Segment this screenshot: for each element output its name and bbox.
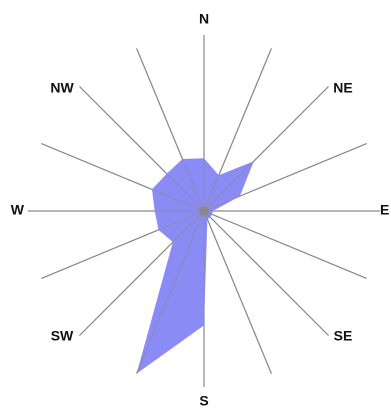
spoke-overlay-wsw <box>41 210 205 279</box>
spoke-overlay-sse <box>203 210 272 374</box>
spoke-overlay-ene <box>203 143 367 212</box>
spoke-overlay-nw <box>79 86 205 212</box>
spoke-overlay-nne <box>203 48 272 212</box>
direction-label-sw: SW <box>51 328 74 344</box>
spoke-overlay-ese <box>203 210 367 279</box>
spoke-overlay-sw <box>79 210 205 336</box>
series-area-0 <box>136 158 254 374</box>
direction-label-se: SE <box>334 328 353 344</box>
spoke-overlay-ne <box>203 86 329 212</box>
direction-label-n: N <box>199 11 209 27</box>
direction-label-ne: NE <box>333 80 352 96</box>
spoke-overlay-se <box>203 210 329 336</box>
center-hub <box>199 206 209 216</box>
spoke-overlay-wnw <box>41 143 205 212</box>
direction-label-s: S <box>199 393 208 409</box>
direction-label-e: E <box>380 202 389 218</box>
spoke-overlay-nnw <box>136 48 205 212</box>
spoke-overlay-ssw <box>136 210 205 374</box>
direction-label-nw: NW <box>50 80 74 96</box>
direction-label-w: W <box>11 202 25 218</box>
